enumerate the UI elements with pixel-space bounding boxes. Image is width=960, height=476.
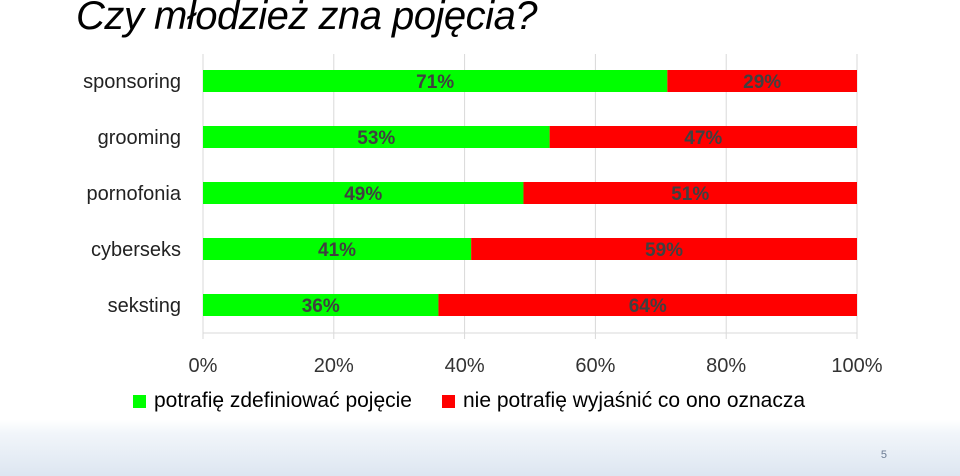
x-tick-label: 60% xyxy=(575,355,615,377)
bar-segment-cannot-explain xyxy=(523,182,857,204)
stacked-bar-chart: 0% 20% 40% 60% 80% 100% sponsoring 71% 29% groomi… xyxy=(83,54,883,377)
x-tick-label: 20% xyxy=(314,355,354,377)
legend-swatch-red xyxy=(442,394,455,408)
page-number: 5 xyxy=(880,449,887,461)
bar-segment-cannot-explain xyxy=(549,126,857,148)
data-label: 53% xyxy=(357,128,395,149)
chart-legend: potrafię zdefiniować pojęcie nie potrafi… xyxy=(133,389,835,413)
data-label: 49% xyxy=(344,184,382,205)
bar-segment-cannot-explain xyxy=(471,238,857,260)
data-label: 36% xyxy=(302,296,340,317)
category-label: grooming xyxy=(98,127,181,149)
legend-label-can-define: potrafię zdefiniować pojęcie xyxy=(154,389,412,412)
legend-swatch-green xyxy=(133,394,146,408)
data-label: 64% xyxy=(629,296,667,317)
category-label: pornofonia xyxy=(86,183,181,205)
bar-segment-can-define xyxy=(203,126,550,148)
category-label: seksting xyxy=(108,295,181,317)
bar-segment-cannot-explain xyxy=(667,70,857,92)
data-label: 41% xyxy=(318,240,356,261)
bar-segment-can-define xyxy=(203,182,524,204)
data-label: 59% xyxy=(645,240,683,261)
slide-title: Czy młodzież zna pojęcia? xyxy=(76,0,538,38)
data-label: 51% xyxy=(671,184,709,205)
legend-label-cannot-explain: nie potrafię wyjaśnić co ono oznacza xyxy=(463,389,806,412)
bar-segment-can-define xyxy=(203,70,668,92)
footer-band xyxy=(0,420,960,476)
data-label: 71% xyxy=(416,72,454,93)
bar-segment-can-define xyxy=(203,294,439,316)
data-label: 29% xyxy=(743,72,781,93)
bar-segment-can-define xyxy=(203,238,472,260)
data-label: 47% xyxy=(684,128,722,149)
legend-item-cannot-explain: nie potrafię wyjaśnić co ono oznacza xyxy=(442,389,805,413)
category-label: sponsoring xyxy=(83,71,181,93)
legend-item-can-define: potrafię zdefiniować pojęcie xyxy=(133,389,412,413)
category-label: cyberseks xyxy=(91,239,181,261)
x-tick-label: 40% xyxy=(445,355,485,377)
bar-segment-cannot-explain xyxy=(438,294,857,316)
x-tick-label: 100% xyxy=(831,355,882,377)
x-tick-label: 0% xyxy=(189,355,218,377)
x-tick-label: 80% xyxy=(706,355,746,377)
